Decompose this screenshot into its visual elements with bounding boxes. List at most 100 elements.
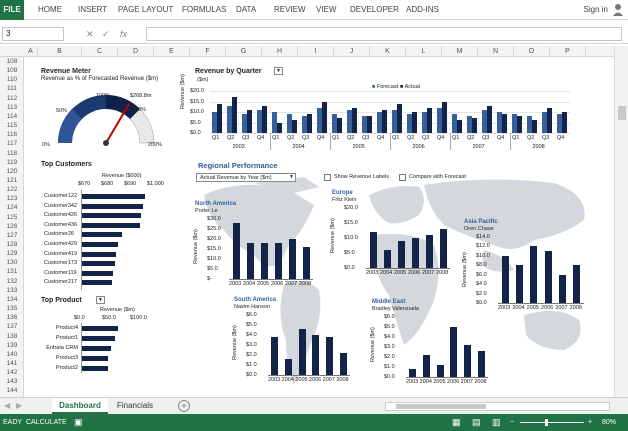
column-header[interactable]: D <box>118 46 154 57</box>
tab-data[interactable]: DATA <box>236 5 257 14</box>
row-header[interactable]: 116 <box>6 131 18 139</box>
vertical-scrollbar[interactable] <box>614 46 628 397</box>
regional-dropdown[interactable]: Actual Revenue by Year ($m) ▼ <box>196 173 296 182</box>
zoom-level[interactable]: 80% <box>602 419 617 426</box>
row-header[interactable]: 119 <box>6 158 18 166</box>
row-header[interactable]: 120 <box>6 167 18 175</box>
normal-view-icon[interactable]: ▦ <box>452 417 461 427</box>
column-header[interactable]: A <box>24 46 38 57</box>
file-tab[interactable]: FILE <box>0 0 24 20</box>
column-header[interactable]: J <box>334 46 370 57</box>
formula-input[interactable] <box>146 27 622 41</box>
row-header[interactable]: 121 <box>6 176 18 184</box>
row-header[interactable]: 135 <box>6 305 18 313</box>
row-header[interactable]: 111 <box>7 85 17 93</box>
quarter-tick: Q2 <box>527 135 535 141</box>
row-header[interactable]: 118 <box>6 149 18 157</box>
dashboard-sheet[interactable]: Revenue Meter Revenue as % of Forecasted… <box>24 57 614 397</box>
row-header[interactable]: 144 <box>6 387 18 395</box>
cancel-icon[interactable]: ✕ <box>86 29 94 39</box>
row-header[interactable]: 115 <box>6 122 18 130</box>
tab-next-icon[interactable]: ▶ <box>16 401 23 410</box>
status-calculate[interactable]: CALCULATE <box>26 419 67 426</box>
row-header[interactable]: 112 <box>6 94 18 102</box>
row-header[interactable]: 140 <box>6 350 18 358</box>
region-ytick: $3.0 <box>384 344 395 350</box>
zoom-in-icon[interactable]: + <box>588 419 593 426</box>
compare-forecast-checkbox[interactable] <box>399 174 406 181</box>
tab-developer[interactable]: DEVELOPER <box>350 5 399 14</box>
page-layout-view-icon[interactable]: ▤ <box>472 417 481 427</box>
quarter-dropdown[interactable]: ▼ <box>274 67 283 75</box>
column-header[interactable]: G <box>226 46 262 57</box>
row-header[interactable]: 123 <box>6 195 18 203</box>
tab-page-layout[interactable]: PAGE LAYOUT <box>118 5 174 14</box>
add-sheet-icon[interactable]: + <box>178 400 190 412</box>
name-box[interactable]: 3 <box>2 27 64 41</box>
row-header[interactable]: 141 <box>6 359 18 367</box>
sheet-tab-dashboard[interactable]: Dashboard <box>52 398 108 414</box>
sheet-tab-financials[interactable]: Financials <box>116 401 153 410</box>
column-header[interactable]: F <box>190 46 226 57</box>
row-header[interactable]: 133 <box>6 286 18 294</box>
signin-link[interactable]: Sign in <box>583 5 608 14</box>
column-header[interactable]: L <box>406 46 442 57</box>
region-ytick: $10.0 <box>207 256 221 262</box>
column-header[interactable]: C <box>82 46 118 57</box>
column-header[interactable]: I <box>298 46 334 57</box>
row-header[interactable]: 109 <box>6 67 18 75</box>
row-header[interactable]: 137 <box>6 323 18 331</box>
row-header[interactable]: 128 <box>6 241 18 248</box>
page-break-view-icon[interactable]: ▥ <box>492 417 501 427</box>
row-header[interactable]: 130 <box>6 259 18 267</box>
macro-record-icon[interactable]: ▣ <box>74 417 83 427</box>
row-header[interactable]: 114 <box>6 112 18 120</box>
row-header[interactable]: 142 <box>6 369 18 377</box>
column-header[interactable]: K <box>370 46 406 57</box>
quarter-tick: Q1 <box>392 135 400 141</box>
row-header[interactable]: 139 <box>6 341 18 349</box>
row-header[interactable]: 143 <box>6 378 18 386</box>
row-header[interactable]: 117 <box>6 140 18 148</box>
tab-view[interactable]: VIEW <box>316 5 337 14</box>
tab-home[interactable]: HOME <box>38 5 62 14</box>
fx-icon[interactable]: fx <box>120 29 128 39</box>
row-header[interactable]: 126 <box>6 222 18 230</box>
column-header[interactable]: H <box>262 46 298 57</box>
row-header[interactable]: 131 <box>6 268 18 276</box>
row-header[interactable]: 113 <box>6 103 18 111</box>
region-year-tick: 2005 <box>526 305 539 311</box>
zoom-slider[interactable] <box>520 422 584 423</box>
horizontal-scrollbar[interactable] <box>385 402 610 411</box>
enter-icon[interactable]: ✓ <box>102 29 110 39</box>
tab-add-ins[interactable]: ADD-INS <box>406 5 439 14</box>
row-header[interactable]: 136 <box>6 314 18 322</box>
zoom-slider-thumb[interactable] <box>545 419 548 426</box>
row-header[interactable]: 110 <box>6 76 18 84</box>
top-customers-tick: $1,000 <box>147 181 164 187</box>
row-header[interactable]: 125 <box>6 213 18 221</box>
row-header[interactable]: 134 <box>6 295 18 303</box>
row-header[interactable]: 138 <box>6 332 18 340</box>
row-header[interactable]: 132 <box>6 277 18 285</box>
column-header[interactable]: P <box>550 46 586 57</box>
column-header[interactable]: E <box>154 46 190 57</box>
row-header[interactable]: 108 <box>6 58 18 65</box>
tab-review[interactable]: REVIEW <box>274 5 306 14</box>
column-header[interactable]: O <box>514 46 550 57</box>
row-header[interactable]: 122 <box>6 186 18 194</box>
tab-insert[interactable]: INSERT <box>78 5 108 14</box>
row-header[interactable]: 124 <box>6 204 18 212</box>
column-header[interactable]: M <box>442 46 478 57</box>
region-bar <box>515 265 524 303</box>
column-header[interactable]: B <box>38 46 82 57</box>
row-header[interactable]: 127 <box>6 231 18 239</box>
tab-prev-icon[interactable]: ◀ <box>4 401 11 410</box>
zoom-out-icon[interactable]: − <box>510 419 515 426</box>
column-header[interactable]: N <box>478 46 514 57</box>
tab-formulas[interactable]: FORMULAS <box>182 5 227 14</box>
show-revenue-labels-checkbox[interactable] <box>324 174 331 181</box>
user-icon[interactable] <box>612 3 624 16</box>
top-product-dropdown[interactable]: ▼ <box>96 296 105 304</box>
row-header[interactable]: 129 <box>6 250 18 258</box>
